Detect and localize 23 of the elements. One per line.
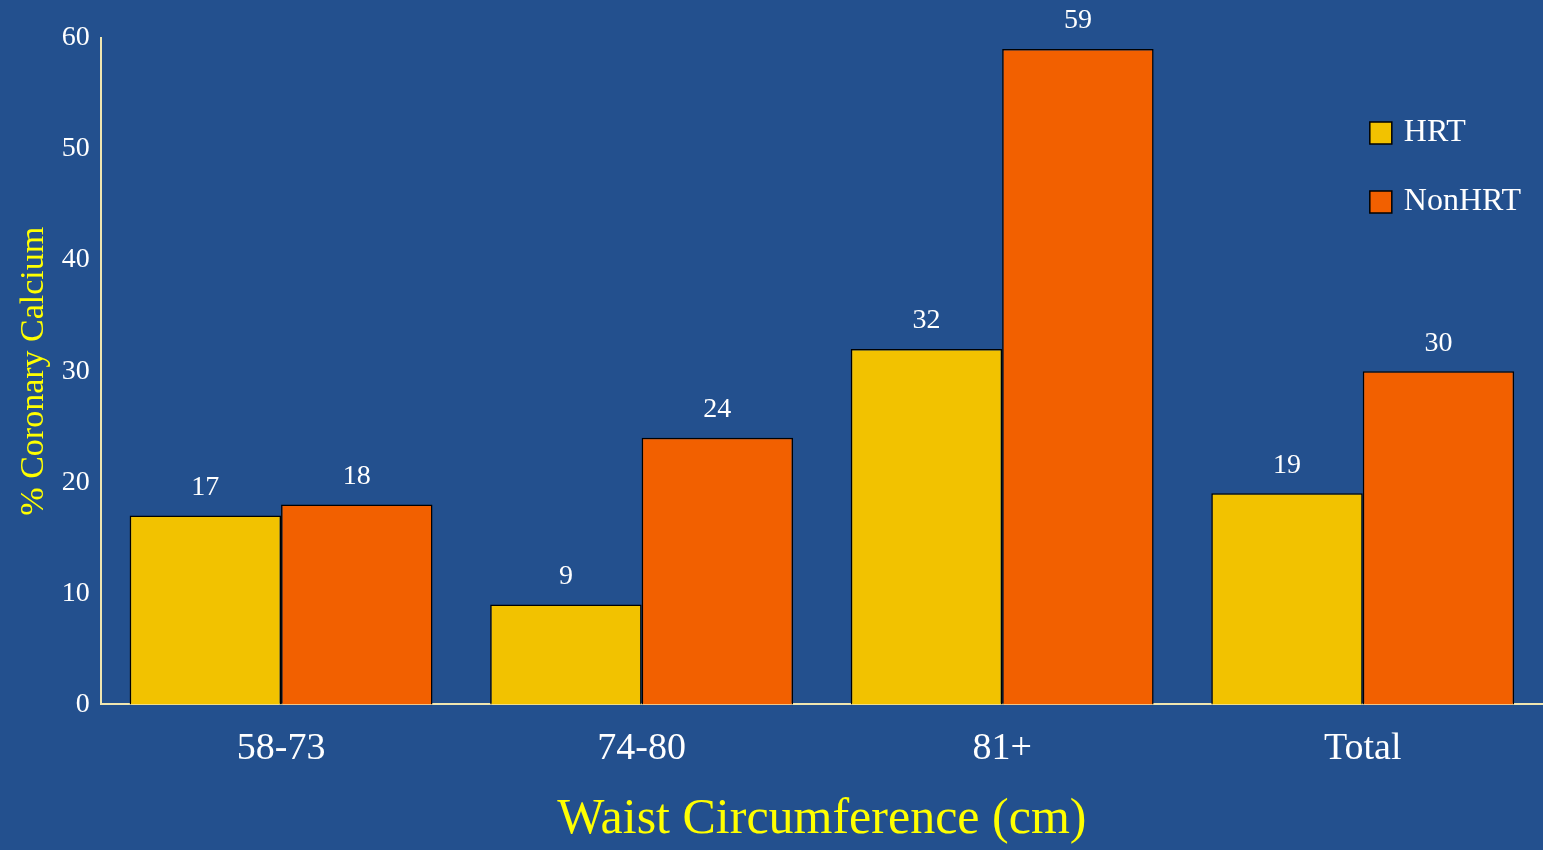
y-tick-label: 0: [75, 686, 90, 718]
data-label: 18: [342, 458, 371, 490]
data-label: 24: [703, 392, 732, 424]
y-tick-label: 50: [61, 131, 90, 163]
y-tick-label: 60: [61, 20, 90, 52]
legend-label: HRT: [1403, 112, 1467, 149]
y-tick-label: 40: [61, 242, 90, 274]
data-label: 30: [1424, 325, 1453, 357]
legend-label: NonHRT: [1403, 181, 1522, 218]
data-label: 17: [191, 469, 220, 501]
y-tick-label: 30: [61, 353, 90, 385]
x-tick-label: 58-73: [236, 725, 326, 768]
data-label: 32: [912, 303, 941, 335]
data-label: 19: [1273, 447, 1302, 479]
data-label: 9: [558, 558, 573, 590]
x-axis-title: Waist Circumference (cm): [557, 788, 1087, 845]
y-tick-label: 10: [61, 575, 90, 607]
x-tick-label: Total: [1323, 725, 1402, 768]
x-tick-label: 74-80: [597, 725, 686, 768]
y-tick-label: 20: [61, 464, 90, 496]
data-label: 59: [1063, 3, 1092, 35]
y-axis-title: % Coronary Calcium: [13, 226, 51, 516]
x-tick-label: 81+: [972, 725, 1032, 768]
